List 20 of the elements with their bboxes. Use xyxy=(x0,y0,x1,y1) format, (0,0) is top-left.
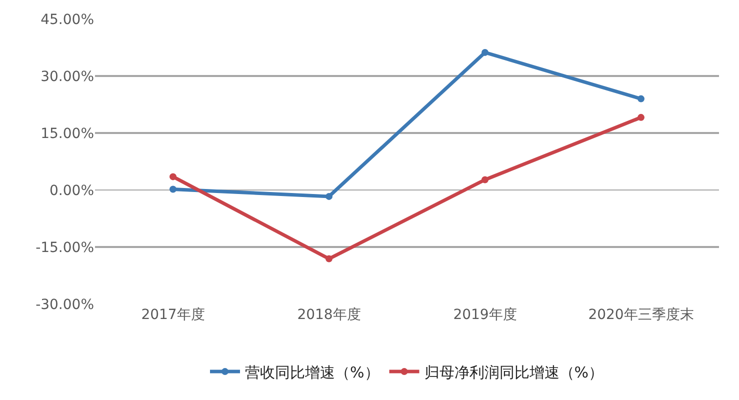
x-tick-label: 2020年三季度末 xyxy=(588,307,694,323)
y-tick-label: 15.00% xyxy=(40,126,94,142)
legend-label: 归母净利润同比增速（%） xyxy=(424,363,604,382)
point xyxy=(326,192,332,200)
point xyxy=(170,173,176,180)
point xyxy=(170,186,176,193)
y-tick-label: 30.00% xyxy=(40,68,94,85)
point xyxy=(482,48,488,56)
x-tick-label: 2017年度 xyxy=(141,307,205,323)
point xyxy=(638,95,644,102)
x-tick-label: 2018年度 xyxy=(297,307,361,323)
x-tick-label: 2019年度 xyxy=(453,307,517,323)
y-tick-label: 0.00% xyxy=(50,182,94,199)
point xyxy=(638,114,644,121)
point xyxy=(326,255,332,262)
y-tick-label: -30.00% xyxy=(36,296,94,313)
legend-label: 营收同比增速（%） xyxy=(245,363,380,382)
point xyxy=(482,176,488,184)
y-tick-label: -15.00% xyxy=(36,240,94,256)
y-tick-label: 45.00% xyxy=(40,12,94,28)
